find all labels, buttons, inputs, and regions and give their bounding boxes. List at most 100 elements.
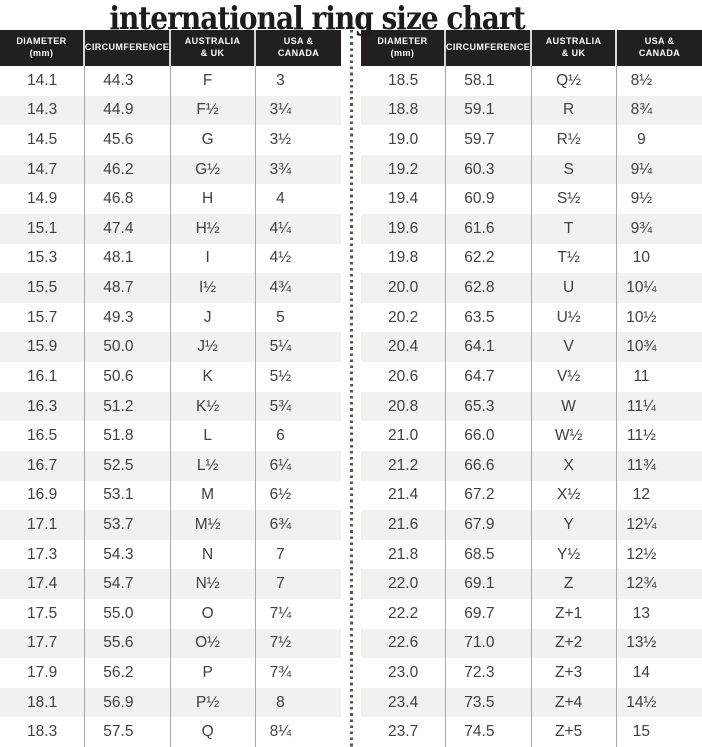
table-cell: 18.1 bbox=[0, 687, 86, 718]
header-cell-line: (mm) bbox=[29, 48, 54, 58]
table-cell: 23.4 bbox=[361, 687, 447, 718]
table-cell: 5¼ bbox=[269, 338, 292, 356]
table-cell: R½ bbox=[532, 125, 617, 155]
table-cell: 9 bbox=[637, 131, 646, 149]
table-cell: 17.1 bbox=[0, 510, 86, 540]
table-cell: M bbox=[171, 480, 256, 511]
table-cell: 19.0 bbox=[361, 125, 447, 155]
table-cell: 20.4 bbox=[361, 332, 447, 363]
table-cell: 6½ bbox=[269, 486, 292, 504]
table-cell: 19.4 bbox=[361, 184, 447, 215]
table-cell: 18.3 bbox=[0, 717, 86, 747]
table-row: 17.1 53.7 M½ 6¾ bbox=[0, 510, 341, 540]
table-cell: Z+5 bbox=[532, 717, 617, 747]
table-cell: 60.9 bbox=[446, 184, 532, 215]
table-cell: 8¼ bbox=[269, 723, 292, 741]
table-cell: 15.7 bbox=[0, 302, 86, 333]
table-row: 15.1 47.4 H½ 4¼ bbox=[0, 214, 341, 244]
table-cell: R bbox=[532, 95, 617, 126]
table-cell: 56.2 bbox=[85, 658, 171, 688]
table-cell: 20.2 bbox=[361, 302, 447, 333]
table-row: 19.2 60.3 S 9¼ bbox=[361, 154, 702, 185]
table-cell: P bbox=[171, 658, 256, 688]
table-body: 18.5 58.1 Q½ 8½ 18.8 59.1 R 8¾ 19.0 59.7 R½ 9 19.2 60… bbox=[361, 66, 702, 747]
table-cell: 14.1 bbox=[0, 66, 86, 96]
table-cell: 59.1 bbox=[446, 95, 532, 126]
header-cell: AUSTRALIA & UK bbox=[171, 30, 257, 66]
table-row: 17.5 55.0 O 7¼ bbox=[0, 598, 341, 629]
header-cell-line: CANADA bbox=[277, 48, 320, 58]
table-cell: 18.5 bbox=[361, 66, 447, 96]
table-cell: N bbox=[171, 539, 256, 570]
table-cell: 74.5 bbox=[446, 717, 532, 747]
ring-size-table-right: DIAMETER (mm) CIRCUMFERENCE AUSTRALIA & UK US… bbox=[361, 30, 702, 747]
table-cell: 12½ bbox=[626, 545, 657, 563]
header-cell-line: USA & bbox=[283, 36, 314, 47]
table-row: 20.6 64.7 V½ 11 bbox=[361, 362, 702, 392]
table-cell: O½ bbox=[171, 628, 256, 659]
table-cell: 22.2 bbox=[361, 598, 447, 629]
table-cell: Z+4 bbox=[532, 687, 617, 718]
table-cell: 53.7 bbox=[85, 510, 171, 540]
table-cell: 11 bbox=[633, 367, 650, 385]
table-cell: 17.5 bbox=[0, 598, 86, 629]
table-cell: 21.8 bbox=[361, 539, 447, 570]
table-cell: 72.3 bbox=[446, 658, 532, 688]
table-cell: 14.9 bbox=[0, 184, 86, 215]
tables-container: DIAMETER (mm) CIRCUMFERENCE AUSTRALIA & UK US… bbox=[0, 30, 702, 747]
table-cell: 62.2 bbox=[446, 243, 532, 274]
table-row: 21.0 66.0 W½ 11½ bbox=[361, 421, 702, 451]
table-cell: 9¼ bbox=[630, 160, 653, 178]
table-cell: 13½ bbox=[626, 634, 657, 652]
table-cell: 69.1 bbox=[446, 569, 532, 599]
table-body: 14.1 44.3 F 3 14.3 44.9 F½ 3¼ 14.5 45.6 G 3½ 14.7 46.… bbox=[0, 66, 341, 747]
table-cell: 48.7 bbox=[85, 273, 171, 303]
table-cell: 9¾ bbox=[630, 219, 653, 237]
table-cell: 8¾ bbox=[630, 101, 653, 119]
table-cell: 67.9 bbox=[446, 510, 532, 540]
table-cell: 21.6 bbox=[361, 510, 447, 540]
header-cell-line: & UK bbox=[561, 48, 586, 58]
table-cell: 66.6 bbox=[446, 450, 532, 481]
table-cell: 23.0 bbox=[361, 658, 447, 688]
table-cell: 16.7 bbox=[0, 450, 86, 481]
table-cell: 50.6 bbox=[85, 362, 171, 392]
header-cell: CIRCUMFERENCE bbox=[445, 30, 533, 66]
page-title: international ring size chart bbox=[109, 0, 525, 37]
table-cell: 15.3 bbox=[0, 243, 86, 274]
table-cell: 6¾ bbox=[269, 515, 292, 533]
table-row: 17.3 54.3 N 7 bbox=[0, 539, 341, 570]
table-row: 16.5 51.8 L 6 bbox=[0, 421, 341, 451]
header-cell-line: USA & bbox=[644, 36, 675, 47]
table-cell: I½ bbox=[171, 273, 256, 303]
table-row: 17.7 55.6 O½ 7½ bbox=[0, 628, 341, 659]
table-cell: 16.9 bbox=[0, 480, 86, 511]
table-header: DIAMETER (mm) CIRCUMFERENCE AUSTRALIA & UK US… bbox=[361, 30, 702, 66]
table-cell: 9½ bbox=[630, 190, 653, 208]
table-cell: M½ bbox=[171, 510, 256, 540]
table-cell: 7¾ bbox=[269, 663, 292, 681]
table-cell: 71.0 bbox=[446, 628, 532, 659]
table-cell: 5¾ bbox=[269, 397, 292, 415]
table-cell: T bbox=[532, 214, 617, 244]
table-cell: Z bbox=[532, 569, 617, 599]
table-row: 21.4 67.2 X½ 12 bbox=[361, 480, 702, 511]
table-cell: Y½ bbox=[532, 539, 617, 570]
table-cell: J bbox=[171, 302, 256, 333]
table-cell: 19.2 bbox=[361, 154, 447, 185]
table-cell: 52.5 bbox=[85, 450, 171, 481]
table-row: 14.9 46.8 H 4 bbox=[0, 184, 341, 215]
table-cell: 57.5 bbox=[85, 717, 171, 747]
table-cell: T½ bbox=[532, 243, 617, 274]
table-row: 16.3 51.2 K½ 5¾ bbox=[0, 391, 341, 422]
table-divider-column bbox=[341, 30, 361, 747]
table-cell: 7 bbox=[276, 575, 285, 593]
table-cell: 12¾ bbox=[626, 575, 657, 593]
header-cell-line: (mm) bbox=[390, 48, 415, 58]
table-cell: Q bbox=[171, 717, 256, 747]
table-cell: 60.3 bbox=[446, 154, 532, 185]
header-cell: USA & CANADA bbox=[256, 30, 341, 66]
table-cell: 6 bbox=[276, 427, 285, 445]
table-cell: 3 bbox=[276, 71, 285, 89]
table-row: 19.4 60.9 S½ 9½ bbox=[361, 184, 702, 215]
